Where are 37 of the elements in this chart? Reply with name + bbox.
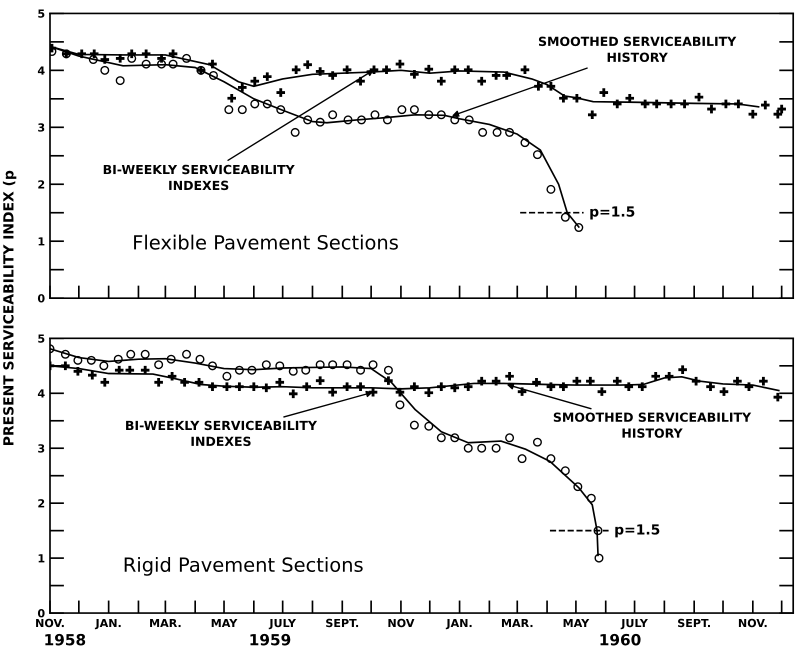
text: 1958	[45, 634, 86, 646]
x-tick-label: JULY	[268, 618, 296, 630]
y-tick-label: 3	[38, 123, 44, 132]
y-tick-label: 1	[38, 237, 44, 246]
y-tick-label: 5	[38, 10, 44, 18]
x-tick-label: NOV.	[738, 618, 767, 628]
annotation: BI-WEEKLY SERVICEABILITY INDEXES	[104, 164, 295, 190]
text: Rigid Pavement Sections	[124, 556, 363, 576]
y-tick-label: 1	[38, 554, 44, 562]
x-tick-label: JAN.	[446, 618, 472, 630]
y-tick-label: 3	[38, 444, 44, 453]
text: Flexible Pavement Sections	[134, 234, 398, 250]
y-tick-label: 5	[38, 334, 44, 343]
x-tick-label: MAY	[212, 618, 238, 628]
x-tick-label: SEPT.	[326, 618, 358, 628]
y-axis-title: PRESENT SERVICEABILITY INDEX (p	[2, 170, 16, 445]
x-tick-label: MAR.	[150, 618, 181, 628]
y-tick-label: 2	[38, 180, 44, 188]
x-tick-label: JAN.	[94, 618, 121, 630]
annotation: p=1.5	[615, 524, 660, 538]
x-tick-label: NOV.	[36, 618, 64, 628]
x-tick-label: MAR.	[502, 618, 532, 628]
text: 1959	[250, 634, 290, 646]
annotation: BI-WEEKLY SERVICEABILITY INDEXES	[126, 420, 318, 446]
y-tick-label: 0	[38, 294, 45, 303]
text: 1960	[600, 634, 641, 646]
annotation: p=1.5	[590, 206, 634, 220]
y-tick-label: 4	[38, 66, 45, 75]
y-tick-label: 0	[38, 609, 45, 618]
x-tick-label: MAY	[564, 618, 590, 628]
y-tick-label: 2	[38, 499, 44, 508]
y-tick-label: 4	[38, 389, 45, 398]
x-tick-label: JULY	[620, 618, 648, 630]
x-tick-label: SEPT.	[678, 618, 710, 628]
annotation: SMOOTHED SERVICEABILITY HISTORY	[554, 412, 752, 438]
annotation: SMOOTHED SERVICEABILITY HISTORY	[538, 36, 736, 62]
x-tick-label: NOV	[388, 618, 414, 628]
